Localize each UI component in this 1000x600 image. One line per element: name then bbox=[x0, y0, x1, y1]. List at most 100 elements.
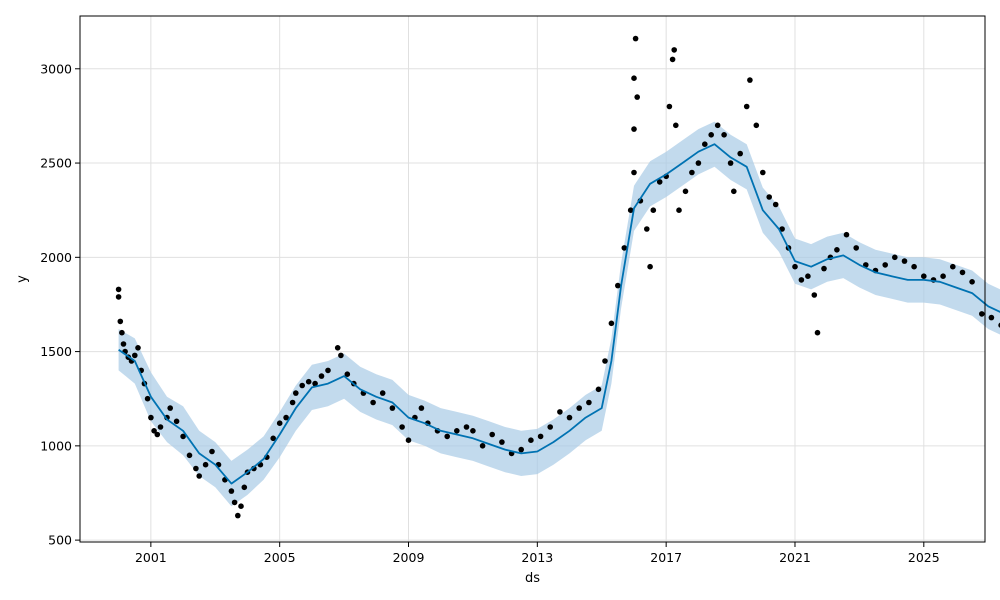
observed-point bbox=[499, 439, 505, 445]
observed-point bbox=[151, 428, 157, 434]
observed-point bbox=[344, 371, 351, 378]
observed-point bbox=[682, 188, 689, 195]
observed-point bbox=[650, 207, 657, 213]
observed-point bbox=[135, 345, 141, 351]
x-axis-label: ds bbox=[525, 571, 540, 586]
observed-point bbox=[631, 75, 637, 81]
observed-point bbox=[479, 443, 486, 449]
observed-point bbox=[576, 405, 582, 411]
observed-point bbox=[305, 378, 312, 385]
x-tick-label: 2013 bbox=[521, 550, 553, 565]
observed-point bbox=[632, 35, 639, 42]
y-tick-label: 1500 bbox=[40, 344, 72, 359]
observed-point bbox=[180, 433, 186, 440]
observed-point bbox=[988, 314, 995, 321]
y-tick-label: 1000 bbox=[40, 438, 72, 453]
observed-point bbox=[666, 103, 673, 110]
observed-point bbox=[708, 132, 714, 138]
x-axis-ticks: 2001 2005 2009 2013 2017 2021 2025 bbox=[135, 542, 940, 565]
x-tick-label: 2009 bbox=[393, 550, 425, 565]
uncertainty-band bbox=[118, 121, 1000, 507]
observed-point bbox=[518, 446, 524, 453]
observed-point bbox=[196, 473, 202, 479]
observed-point bbox=[537, 433, 544, 440]
observed-point bbox=[379, 390, 386, 396]
observed-point bbox=[235, 512, 241, 519]
observed-point bbox=[293, 390, 299, 396]
observed-point bbox=[186, 452, 193, 459]
observed-point bbox=[766, 194, 772, 200]
observed-point bbox=[595, 386, 602, 393]
observed-point bbox=[144, 395, 151, 402]
observed-point bbox=[644, 226, 650, 232]
observed-point bbox=[921, 273, 927, 280]
observed-point bbox=[727, 160, 734, 166]
observed-point bbox=[950, 263, 956, 270]
observed-point bbox=[325, 367, 331, 374]
observed-points-layer bbox=[115, 35, 1000, 519]
observed-point bbox=[405, 437, 412, 444]
observed-point bbox=[231, 499, 238, 506]
observed-point bbox=[132, 352, 138, 359]
observed-point bbox=[566, 414, 573, 421]
plot-frame bbox=[79, 15, 986, 543]
observed-point bbox=[621, 245, 628, 251]
y-tick-label: 3000 bbox=[40, 61, 72, 76]
observed-point bbox=[283, 414, 289, 421]
observed-point bbox=[631, 126, 637, 132]
y-tick-label: 2000 bbox=[40, 250, 72, 265]
y-tick-label: 2500 bbox=[40, 156, 72, 171]
observed-point bbox=[753, 122, 760, 129]
observed-point bbox=[444, 433, 451, 440]
observed-point bbox=[238, 503, 244, 510]
observed-point bbox=[228, 488, 235, 494]
x-tick-label: 2017 bbox=[650, 550, 682, 565]
observed-point bbox=[115, 294, 122, 300]
observed-point bbox=[737, 150, 743, 157]
observed-point bbox=[821, 265, 827, 272]
observed-point bbox=[193, 465, 199, 472]
observed-point bbox=[389, 405, 396, 411]
observed-point bbox=[276, 420, 283, 427]
observed-point bbox=[241, 484, 248, 491]
observed-point bbox=[814, 329, 821, 336]
observed-point bbox=[157, 424, 164, 430]
observed-point bbox=[528, 437, 534, 444]
observed-point bbox=[418, 405, 425, 411]
observed-point bbox=[811, 292, 818, 298]
observed-point bbox=[608, 320, 615, 327]
observed-point bbox=[299, 382, 306, 389]
observed-point bbox=[805, 273, 811, 280]
observed-point bbox=[454, 428, 460, 434]
observed-point bbox=[695, 160, 702, 166]
observed-point bbox=[318, 373, 325, 379]
observed-point bbox=[702, 141, 708, 147]
observed-point bbox=[747, 77, 753, 83]
y-tick-label: 500 bbox=[48, 533, 72, 548]
observed-point bbox=[167, 405, 173, 411]
observed-point bbox=[901, 258, 908, 264]
x-tick-label: 2005 bbox=[264, 550, 296, 565]
observed-point bbox=[202, 461, 209, 468]
x-tick-label: 2021 bbox=[779, 550, 811, 565]
observed-point bbox=[631, 169, 637, 176]
observed-point bbox=[634, 94, 640, 100]
y-axis-ticks: 500 1000 1500 2000 2500 3000 bbox=[40, 61, 80, 548]
observed-point bbox=[779, 226, 785, 232]
observed-point bbox=[721, 132, 727, 138]
observed-point bbox=[798, 277, 805, 283]
observed-point bbox=[669, 56, 676, 63]
observed-point bbox=[772, 201, 779, 208]
observed-point bbox=[892, 254, 898, 261]
observed-point bbox=[463, 424, 470, 430]
x-tick-label: 2001 bbox=[135, 550, 167, 565]
observed-point bbox=[557, 409, 563, 415]
observed-point bbox=[834, 247, 840, 253]
trend-line bbox=[118, 143, 1000, 485]
observed-point bbox=[940, 273, 946, 280]
x-tick-label: 2025 bbox=[908, 550, 940, 565]
observed-point bbox=[792, 263, 798, 270]
observed-point bbox=[843, 231, 850, 238]
observed-point bbox=[731, 188, 737, 195]
